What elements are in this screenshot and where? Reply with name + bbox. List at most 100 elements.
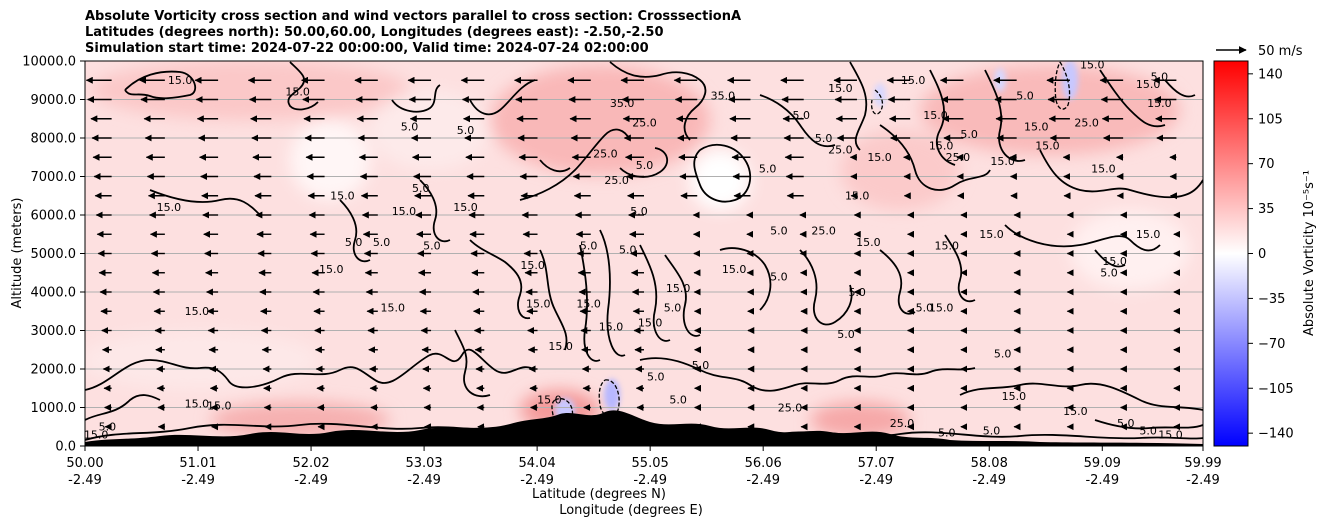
contour-label: 5.0 [373,236,391,249]
contour-line [1164,79,1196,98]
contour-label: 5.0 [423,240,441,253]
colorbar-tick-label: 70 [1258,157,1275,172]
contour-label: 5.0 [837,328,855,341]
contour-label: 15.0 [520,259,545,272]
contour-label: 15.0 [285,86,310,99]
y-tick-label: 10000.0 [22,55,76,70]
contour-label: 5.0 [815,132,833,145]
contour-line [124,70,197,100]
x-tick-label-latitude: 50.00 [66,456,103,471]
colorbar-tick-label: 140 [1258,67,1283,82]
contour-label: 25.0 [632,116,657,129]
contour-label: 25.0 [828,143,853,156]
contour-label: 5.0 [1117,417,1135,430]
contour-label: 5.0 [848,286,866,299]
contour-label: 5.0 [960,128,978,141]
chart-title-line-1: Absolute Vorticity cross section and win… [85,9,742,24]
contour-label: 5.0 [630,205,648,218]
contour-label: 15.0 [901,74,926,87]
contour-line [85,394,161,421]
contour-label: 25.0 [811,224,836,237]
contour-label: 25.0 [778,401,803,414]
contour-label: 15.0 [537,394,562,407]
contour-label: 5.0 [938,426,956,439]
contour-label: 15.0 [168,74,193,87]
contour-label: 15.0 [548,340,573,353]
contour-label: 5.0 [1016,90,1034,103]
contour-label: 15.0 [923,109,948,122]
x-tick-label-longitude: -2.49 [972,473,1006,488]
x-tick-label-latitude: 52.02 [292,456,329,471]
x-tick-label-longitude: -2.49 [633,473,667,488]
contour-label: 15.0 [185,305,210,318]
x-axis: 50.00 -2.49 51.01 -2.49 52.02 -2.49 53.03 -2.49… [66,446,1222,488]
colorbar-tick-label: −105 [1258,382,1294,397]
contour-label: 35.0 [711,90,736,103]
contour-line [599,229,626,357]
surface-band [85,410,1203,446]
contour-labels: 15.015.015.05.0 5.035.035.025.025.05.05.0… [85,61,1183,443]
contour-label: 15.0 [1063,405,1088,418]
contour-line [719,247,772,311]
contour-line [639,357,976,392]
contour-line [759,94,836,148]
contour-line [959,382,1203,411]
contour-label: 15.0 [867,151,892,164]
contour-line [929,69,956,166]
contour-label: 15.0 [1158,428,1183,441]
contour-label: 5.0 [457,124,475,137]
contour-label: 5.0 [692,359,710,372]
x-axis-label-latitude: Latitude (degrees N) [532,487,666,502]
contour-line [454,329,491,398]
contour-label: 15.0 [828,82,853,95]
contour-label: 15.0 [1102,255,1127,268]
contour-label: 5.0 [580,240,598,253]
contour-label: 5.0 [345,236,363,249]
contour-label: 15.0 [157,201,182,214]
contour-lines [85,61,1203,441]
contour-label: 5.0 [99,421,117,434]
x-tick-label-longitude: -2.49 [1085,473,1119,488]
y-axis-label: Altitude (meters) [10,198,25,309]
contour-label: 25.0 [1074,116,1099,129]
contour-line [1094,419,1203,430]
colorbar-label: Absolute Vorticity 10⁻⁵s⁻¹ [1302,170,1317,336]
x-tick-label-latitude: 55.05 [632,456,669,471]
plot-area: 15.015.015.05.0 5.035.035.025.025.05.05.0… [84,60,1204,447]
contour-label: 25.0 [593,147,618,160]
colorbar-tick-label: −70 [1258,337,1285,352]
y-tick-label: 4000.0 [31,286,77,301]
contour-line [879,124,991,191]
y-tick-label: 9000.0 [31,93,77,108]
y-tick-label: 7000.0 [31,170,77,185]
contour-label: 5.0 [770,270,788,283]
contour-line [287,61,319,111]
contour-line [469,79,536,116]
colorbar: 140 105 70 35 0 −35 −70 −105 −140 [1213,60,1294,447]
contour-line [149,189,261,216]
colorbar-tick-label: 0 [1258,247,1266,262]
contour-label: 15.0 [1147,97,1172,110]
contour-line [391,84,441,113]
contour-line [1094,249,1126,268]
colorbar-tick-label: −35 [1258,292,1285,307]
contour-line [1054,61,1071,110]
contour-line [339,199,371,263]
contour-label: 15.0 [638,317,663,330]
contour-label: 15.0 [1035,140,1060,153]
contour-label: 5.0 [669,394,687,407]
contour-line [1004,224,1161,252]
x-tick-label-latitude: 54.04 [519,456,556,471]
contour-label: 15.0 [453,201,478,214]
contour-label: 15.0 [207,399,232,412]
contour-label: 15.0 [666,282,691,295]
contour-line [639,244,671,342]
contour-line [1039,149,1203,199]
contour-label: 5.0 [916,301,934,314]
contour-label: 15.0 [1136,228,1161,241]
x-tick-label-longitude: -2.49 [68,473,102,488]
contour-label: 15.0 [526,297,551,310]
x-tick-label-longitude: -2.49 [407,473,441,488]
contour-line [519,128,631,201]
contour-label: 5.0 [1100,267,1118,280]
